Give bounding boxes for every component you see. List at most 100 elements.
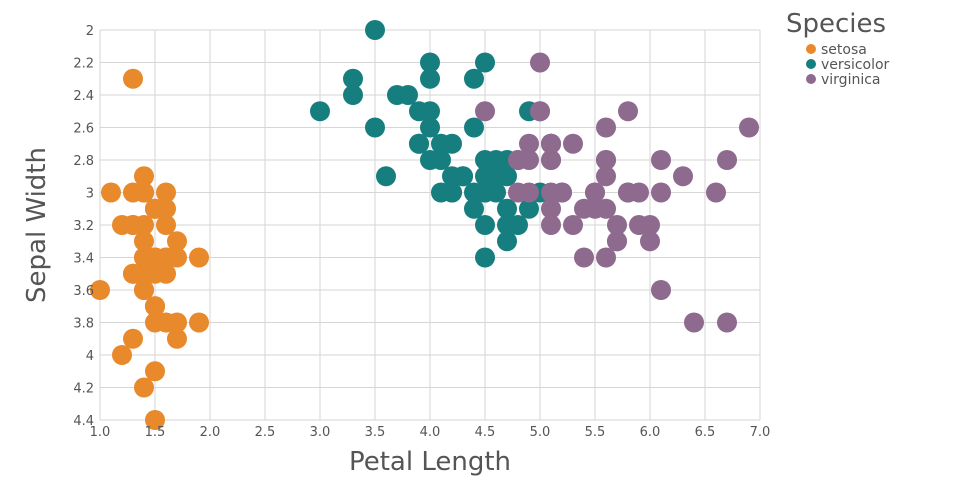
- point-virginica: [508, 150, 528, 170]
- point-setosa: [123, 328, 143, 349]
- point-virginica: [618, 101, 638, 122]
- point-setosa: [145, 361, 165, 382]
- point-setosa: [134, 182, 154, 203]
- point-versicolor: [365, 20, 385, 40]
- point-setosa: [101, 182, 121, 203]
- y-axis-ticks: 2 2.2 2.4 2.6 2.8 3 3.2 3.4 3.6 3.8 4 4.2 4.4: [73, 24, 94, 429]
- point-versicolor: [431, 150, 451, 170]
- y-tick-label: 4.2: [73, 382, 94, 397]
- data-points: [90, 20, 759, 430]
- y-axis-title: Sepal Width: [22, 147, 52, 303]
- x-tick-label: 6.0: [640, 425, 661, 440]
- point-versicolor: [464, 198, 484, 219]
- point-versicolor: [310, 101, 330, 122]
- x-tick-label: 6.5: [695, 425, 716, 440]
- point-setosa: [156, 312, 176, 333]
- point-setosa: [134, 377, 154, 398]
- point-virginica: [596, 198, 616, 219]
- point-versicolor: [365, 117, 385, 138]
- point-versicolor: [519, 198, 539, 219]
- point-setosa: [156, 263, 176, 284]
- point-virginica: [596, 117, 616, 138]
- point-versicolor: [475, 52, 495, 73]
- point-versicolor: [376, 166, 396, 187]
- y-tick-label: 3.6: [73, 284, 94, 299]
- x-axis-title: Petal Length: [349, 447, 511, 477]
- legend-marker-versicolor: [806, 59, 816, 69]
- point-virginica: [563, 215, 583, 235]
- point-versicolor: [497, 198, 517, 219]
- point-virginica: [563, 133, 583, 154]
- point-setosa: [167, 231, 187, 252]
- y-tick-label: 3.2: [73, 219, 94, 234]
- point-setosa: [134, 215, 154, 235]
- legend-marker-setosa: [806, 44, 816, 54]
- y-tick-label: 2.6: [73, 122, 94, 137]
- point-setosa: [134, 231, 154, 252]
- x-tick-label: 5.0: [530, 425, 551, 440]
- point-virginica: [574, 198, 594, 219]
- x-tick-label: 7.0: [750, 425, 771, 440]
- point-versicolor: [475, 215, 495, 235]
- point-setosa: [145, 247, 165, 268]
- point-virginica: [739, 117, 759, 138]
- point-versicolor: [442, 182, 462, 203]
- x-tick-label: 1.5: [145, 425, 166, 440]
- legend-label-setosa: setosa: [821, 42, 867, 58]
- point-virginica: [618, 182, 638, 203]
- point-versicolor: [475, 150, 495, 170]
- point-virginica: [684, 312, 704, 333]
- point-versicolor: [442, 133, 462, 154]
- point-virginica: [475, 101, 495, 122]
- point-setosa: [189, 247, 209, 268]
- point-versicolor: [475, 166, 495, 187]
- y-tick-label: 2: [86, 24, 94, 39]
- legend-label-versicolor: versicolor: [821, 57, 890, 73]
- point-versicolor: [508, 215, 528, 235]
- point-virginica: [541, 215, 561, 235]
- point-versicolor: [343, 68, 363, 89]
- point-versicolor: [420, 117, 440, 138]
- point-setosa: [134, 166, 154, 187]
- point-virginica: [717, 312, 737, 333]
- x-tick-label: 4.0: [420, 425, 441, 440]
- point-virginica: [629, 215, 649, 235]
- point-virginica: [673, 166, 693, 187]
- point-setosa: [145, 198, 165, 219]
- y-tick-label: 3.4: [73, 252, 94, 267]
- y-tick-label: 4: [86, 349, 94, 364]
- point-versicolor: [343, 85, 363, 105]
- point-virginica: [530, 52, 550, 73]
- point-virginica: [541, 150, 561, 170]
- point-virginica: [596, 166, 616, 187]
- point-setosa: [156, 215, 176, 235]
- point-versicolor: [497, 166, 517, 187]
- point-virginica: [541, 198, 561, 219]
- x-tick-label: 5.5: [585, 425, 606, 440]
- point-versicolor: [420, 52, 440, 73]
- y-tick-label: 3: [86, 187, 94, 202]
- point-virginica: [519, 133, 539, 154]
- point-setosa: [90, 280, 110, 300]
- x-axis-ticks: 1.0 1.5 2.0 2.5 3.0 3.5 4.0 4.5 5.0 5.5 6.0 6.5 7.0: [90, 425, 771, 440]
- x-tick-label: 3.5: [365, 425, 386, 440]
- point-virginica: [607, 215, 627, 235]
- point-setosa: [123, 263, 143, 284]
- point-setosa: [167, 328, 187, 349]
- legend-marker-virginica: [806, 74, 816, 84]
- x-tick-label: 2.5: [255, 425, 276, 440]
- y-tick-label: 3.8: [73, 317, 94, 332]
- point-virginica: [706, 182, 726, 203]
- point-versicolor: [464, 117, 484, 138]
- legend-label-virginica: virginica: [821, 72, 881, 88]
- point-virginica: [596, 150, 616, 170]
- y-tick-label: 4.4: [73, 414, 94, 429]
- point-virginica: [717, 150, 737, 170]
- point-virginica: [651, 182, 671, 203]
- point-versicolor: [420, 101, 440, 122]
- point-versicolor: [464, 68, 484, 89]
- point-setosa: [156, 182, 176, 203]
- point-virginica: [651, 280, 671, 300]
- y-tick-label: 2.2: [73, 57, 94, 72]
